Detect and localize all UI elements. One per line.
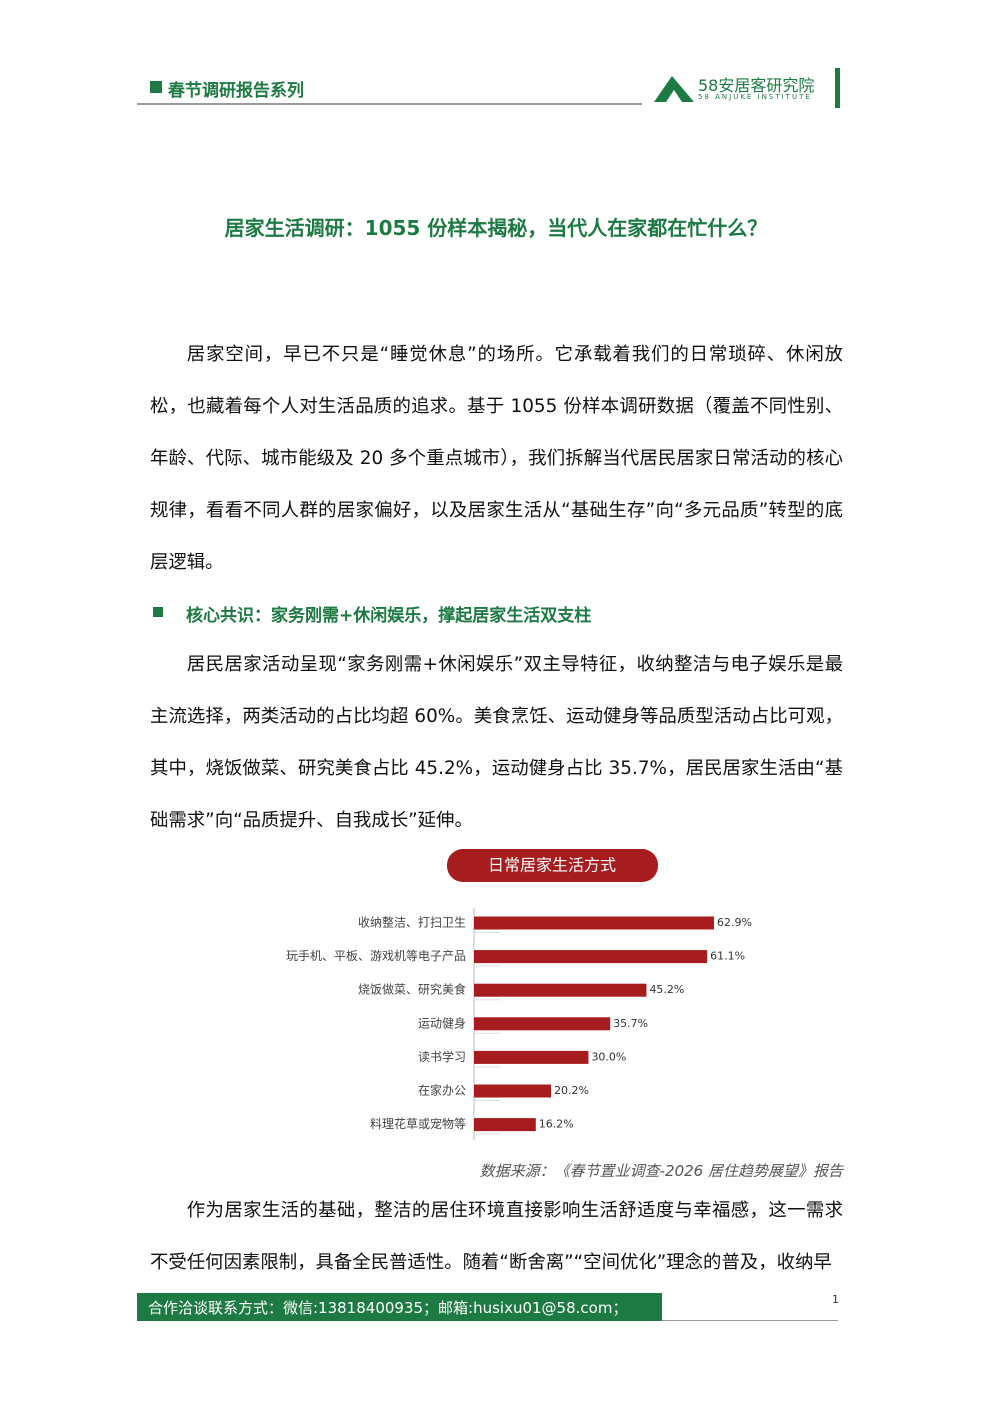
section-square [153, 607, 163, 617]
header-square [150, 81, 162, 93]
chart-title-pill [447, 849, 658, 882]
header-rule [137, 103, 642, 105]
chart-title: 日常居家生活方式 [488, 856, 616, 875]
page-number: 1 [832, 1293, 839, 1306]
bar [474, 1118, 536, 1132]
section-heading: 核心共识：家务刚需+休闲娱乐，撑起居家生活双支柱 [186, 606, 592, 626]
value-label: 16.2% [539, 1118, 574, 1131]
header-bar [835, 68, 840, 108]
footer-rule [662, 1320, 838, 1321]
value-label: 61.1% [710, 950, 745, 963]
value-label: 20.2% [554, 1084, 589, 1097]
category-label: 读书学习 [418, 1049, 466, 1064]
source: 数据来源：《春节置业调查-2026 居住趋势展望》报告 [479, 1162, 843, 1180]
paragraph: 作为居家生活的基础，整洁的居住环境直接影响生活舒适度与幸福感，这一需求不受任何因… [150, 1200, 843, 1273]
bar [474, 983, 647, 997]
paragraph: 居民居家活动呈现“家务刚需+休闲娱乐”双主导特征，收纳整洁与电子娱乐是最主流选择… [150, 654, 843, 831]
value-label: 62.9% [717, 916, 752, 929]
doc-title: 居家生活调研：1055 份样本揭秘，当代人在家都在忙什么？ [224, 216, 768, 240]
category-label: 玩手机、平板、游戏机等电子产品 [286, 949, 466, 963]
category-label: 收纳整洁、打扫卫生 [358, 915, 466, 930]
category-label: 烧饭做菜、研究美食 [358, 982, 466, 997]
chart: 日常居家生活方式 收纳整洁、打扫卫生 62.9% 玩手机、平板、游戏机等电子产品 61… [286, 849, 752, 1140]
bar [474, 950, 708, 964]
category-label: 运动健身 [418, 1015, 466, 1030]
footer-bar [137, 1293, 662, 1321]
paragraph: 居家空间，早已不只是“睡觉休息”的场所。它承载着我们的日常琐碎、休闲放松，也藏着… [150, 344, 843, 573]
bar [474, 1050, 589, 1064]
logo-name: 58安居客研究院 [698, 76, 815, 95]
value-label: 35.7% [613, 1017, 648, 1030]
bar [474, 1017, 611, 1031]
bar [474, 1084, 552, 1098]
value-label: 45.2% [649, 983, 684, 996]
footer-contact: 合作洽谈联系方式：微信:13818400935；邮箱:husixu01@58.c… [148, 1299, 628, 1317]
category-label: 料理花草或宠物等 [370, 1116, 466, 1131]
bar [474, 916, 714, 930]
category-label: 在家办公 [418, 1083, 466, 1098]
logo-mark [654, 76, 694, 102]
value-label: 30.0% [591, 1050, 626, 1063]
series-title: 春节调研报告系列 [168, 81, 304, 101]
logo-subtitle: 58 ANJUKE INSTITUTE [698, 93, 812, 101]
